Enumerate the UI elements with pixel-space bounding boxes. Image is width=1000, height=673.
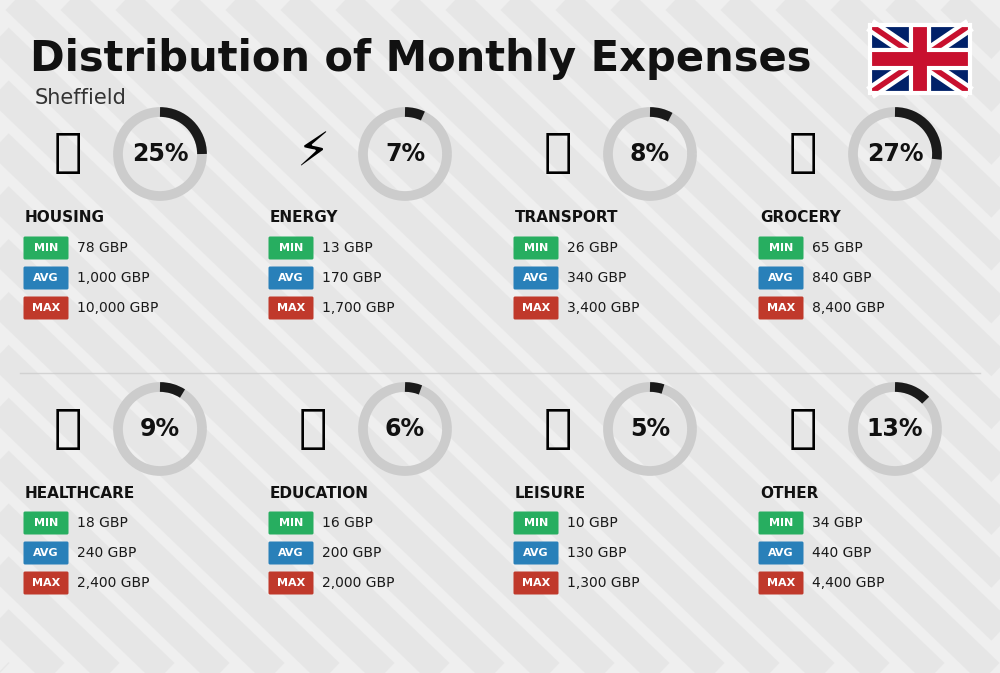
FancyBboxPatch shape [759, 542, 804, 565]
FancyBboxPatch shape [759, 571, 804, 594]
Text: 8,400 GBP: 8,400 GBP [812, 301, 885, 315]
Text: 13 GBP: 13 GBP [322, 241, 373, 255]
FancyBboxPatch shape [759, 236, 804, 260]
FancyBboxPatch shape [759, 297, 804, 320]
Text: HEALTHCARE: HEALTHCARE [25, 485, 135, 501]
Text: MAX: MAX [522, 578, 550, 588]
Text: MIN: MIN [524, 243, 548, 253]
Text: MIN: MIN [524, 518, 548, 528]
FancyBboxPatch shape [514, 297, 558, 320]
Text: 340 GBP: 340 GBP [567, 271, 626, 285]
Text: MIN: MIN [769, 518, 793, 528]
Text: 5%: 5% [630, 417, 670, 441]
Text: MAX: MAX [767, 578, 795, 588]
Text: ⚡: ⚡ [296, 131, 330, 176]
Text: 6%: 6% [385, 417, 425, 441]
Text: 27%: 27% [867, 142, 923, 166]
Text: 26 GBP: 26 GBP [567, 241, 618, 255]
Text: OTHER: OTHER [760, 485, 818, 501]
Text: 1,700 GBP: 1,700 GBP [322, 301, 395, 315]
Text: 240 GBP: 240 GBP [77, 546, 136, 560]
Text: 840 GBP: 840 GBP [812, 271, 872, 285]
Text: 🏢: 🏢 [54, 131, 82, 176]
FancyBboxPatch shape [514, 571, 558, 594]
FancyBboxPatch shape [870, 25, 970, 93]
Text: 10,000 GBP: 10,000 GBP [77, 301, 158, 315]
Text: MAX: MAX [522, 303, 550, 313]
Text: MIN: MIN [769, 243, 793, 253]
Text: 2,400 GBP: 2,400 GBP [77, 576, 150, 590]
Text: 9%: 9% [140, 417, 180, 441]
Text: EDUCATION: EDUCATION [270, 485, 369, 501]
FancyBboxPatch shape [268, 267, 314, 289]
Text: 10 GBP: 10 GBP [567, 516, 618, 530]
FancyBboxPatch shape [759, 267, 804, 289]
Text: ENERGY: ENERGY [270, 211, 338, 225]
Text: Sheffield: Sheffield [35, 88, 127, 108]
Text: 7%: 7% [385, 142, 425, 166]
Text: Distribution of Monthly Expenses: Distribution of Monthly Expenses [30, 38, 812, 80]
Text: 18 GBP: 18 GBP [77, 516, 128, 530]
Text: 34 GBP: 34 GBP [812, 516, 863, 530]
Text: 1,300 GBP: 1,300 GBP [567, 576, 640, 590]
Text: 440 GBP: 440 GBP [812, 546, 871, 560]
FancyBboxPatch shape [514, 511, 558, 534]
Text: MAX: MAX [767, 303, 795, 313]
Text: TRANSPORT: TRANSPORT [515, 211, 618, 225]
Text: 🏥: 🏥 [54, 406, 82, 452]
Text: AVG: AVG [278, 548, 304, 558]
Text: AVG: AVG [278, 273, 304, 283]
FancyBboxPatch shape [24, 236, 68, 260]
FancyBboxPatch shape [24, 571, 68, 594]
Text: 🎓: 🎓 [299, 406, 327, 452]
Text: 4,400 GBP: 4,400 GBP [812, 576, 885, 590]
Text: 2,000 GBP: 2,000 GBP [322, 576, 394, 590]
Text: 200 GBP: 200 GBP [322, 546, 381, 560]
Text: 65 GBP: 65 GBP [812, 241, 863, 255]
Text: 💰: 💰 [789, 406, 817, 452]
FancyBboxPatch shape [268, 542, 314, 565]
Text: 16 GBP: 16 GBP [322, 516, 373, 530]
FancyBboxPatch shape [24, 267, 68, 289]
Text: 1,000 GBP: 1,000 GBP [77, 271, 150, 285]
Text: GROCERY: GROCERY [760, 211, 841, 225]
Text: AVG: AVG [768, 548, 794, 558]
FancyBboxPatch shape [514, 267, 558, 289]
Text: MAX: MAX [32, 303, 60, 313]
Text: MIN: MIN [34, 243, 58, 253]
Text: 130 GBP: 130 GBP [567, 546, 626, 560]
Text: 8%: 8% [630, 142, 670, 166]
Text: MIN: MIN [279, 518, 303, 528]
FancyBboxPatch shape [268, 297, 314, 320]
Text: AVG: AVG [523, 273, 549, 283]
Text: 3,400 GBP: 3,400 GBP [567, 301, 640, 315]
FancyBboxPatch shape [24, 542, 68, 565]
Text: 25%: 25% [132, 142, 188, 166]
Text: 170 GBP: 170 GBP [322, 271, 382, 285]
Text: 🛒: 🛒 [789, 131, 817, 176]
Text: 🚌: 🚌 [544, 131, 572, 176]
FancyBboxPatch shape [24, 297, 68, 320]
Text: MIN: MIN [34, 518, 58, 528]
Text: AVG: AVG [768, 273, 794, 283]
Text: 13%: 13% [867, 417, 923, 441]
Text: MAX: MAX [32, 578, 60, 588]
Text: 🛍: 🛍 [544, 406, 572, 452]
Text: AVG: AVG [523, 548, 549, 558]
Text: AVG: AVG [33, 273, 59, 283]
FancyBboxPatch shape [268, 511, 314, 534]
Text: LEISURE: LEISURE [515, 485, 586, 501]
FancyBboxPatch shape [268, 236, 314, 260]
FancyBboxPatch shape [268, 571, 314, 594]
Text: AVG: AVG [33, 548, 59, 558]
FancyBboxPatch shape [514, 542, 558, 565]
FancyBboxPatch shape [24, 511, 68, 534]
Text: MAX: MAX [277, 578, 305, 588]
Text: 78 GBP: 78 GBP [77, 241, 128, 255]
Text: MIN: MIN [279, 243, 303, 253]
Text: HOUSING: HOUSING [25, 211, 105, 225]
Text: MAX: MAX [277, 303, 305, 313]
FancyBboxPatch shape [514, 236, 558, 260]
FancyBboxPatch shape [759, 511, 804, 534]
